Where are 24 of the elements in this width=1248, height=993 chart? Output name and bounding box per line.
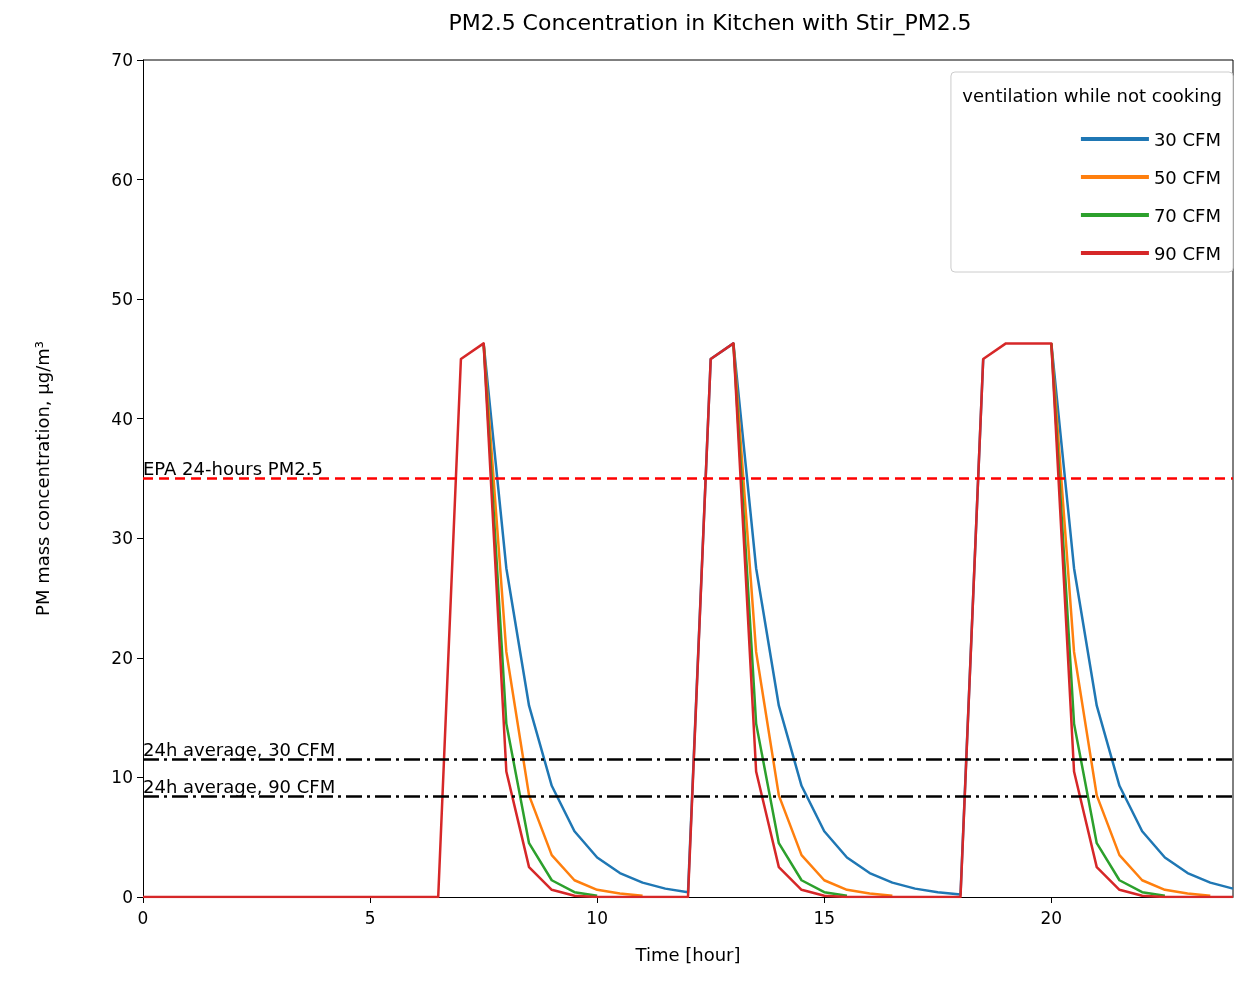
legend-label: 50 CFM: [1153, 166, 1221, 188]
legend-title: ventilation while not cooking: [962, 84, 1222, 106]
y-tick-label: 0: [122, 887, 133, 907]
legend-label: 70 CFM: [1153, 204, 1221, 226]
y-tick-label: 30: [111, 528, 133, 549]
y-tick-label: 70: [111, 50, 133, 70]
x-tick-label: 10: [586, 907, 608, 928]
y-tick-label: 40: [111, 408, 133, 429]
legend-label: 90 CFM: [1153, 242, 1221, 264]
chart-title: PM2.5 Concentration in Kitchen with Stir_PM2.5: [448, 9, 972, 36]
x-tick-label: 15: [813, 907, 836, 928]
x-tick-label: 0: [137, 907, 149, 928]
ref-line-label: 24h average, 30 CFM: [143, 738, 336, 760]
ref-line-label: 24h average, 90 CFM: [143, 776, 336, 798]
y-tick-label: 50: [111, 289, 133, 310]
x-tick-label: 5: [364, 907, 376, 928]
y-tick-label: 20: [111, 647, 133, 668]
y-axis-title: PM mass concentration, μg/m³: [31, 341, 53, 616]
y-tick-label: 10: [111, 767, 133, 788]
ref-line-label: EPA 24-hours PM2.5: [143, 458, 323, 479]
legend-label: 30 CFM: [1153, 128, 1221, 150]
x-tick-label: 20: [1040, 907, 1063, 928]
y-tick-label: 60: [111, 169, 133, 190]
x-axis-title: Time [hour]: [634, 943, 741, 965]
